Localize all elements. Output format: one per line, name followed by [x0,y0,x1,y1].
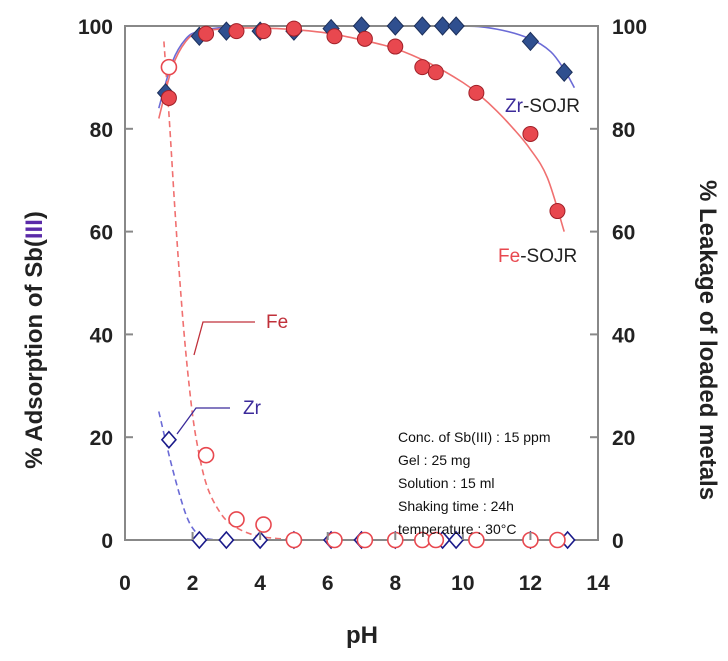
conditions-box: Conc. of Sb(III) : 15 ppm Gel : 25 mg So… [398,429,551,537]
label-suffix: -SOJR [523,96,580,117]
point-fe-sojr [255,23,272,40]
point-fe [326,531,343,549]
point-fe [356,531,374,549]
point-fe-sojr [522,125,539,142]
point-fe [197,446,215,464]
point-fe-sojr [387,38,404,55]
label-zr-sojr: Zr-SOJR [505,96,580,117]
fit-curve-fe-sojr [158,27,565,232]
point-fe-sojr [228,23,245,40]
point-fe-sojr [356,30,373,47]
point-fe-sojr [160,89,177,106]
point-fe [549,531,566,549]
point-zr [448,530,465,550]
y-right-tick-label: 0 [612,530,624,553]
point-zr [218,530,235,550]
x-tick-label: 4 [254,572,266,595]
label-fe: Fe [266,312,288,333]
point-zr-sojr [447,16,465,36]
point-fe [160,58,178,76]
point-fe [285,531,303,549]
point-fe-sojr [468,84,485,101]
point-fe-sojr [326,28,343,45]
x-axis-label: pH [346,622,378,649]
point-fe [427,531,445,549]
y-right-tick-label: 40 [612,324,635,347]
point-zr-sojr [386,16,404,36]
x-tick-label: 12 [519,572,542,595]
y-axis-left-label: % Adsorption of Sb(III) [21,211,48,469]
leader-line-zr [176,407,230,435]
label-prefix: Fe [498,246,520,267]
y-axis-right-label: % Leakage of loaded metals [694,180,721,500]
y-right-tick-label: 80 [612,119,635,142]
point-zr [160,430,177,449]
condition-solution: Solution : 15 ml [398,475,495,491]
data-points [156,16,576,550]
point-fe-sojr [427,64,444,81]
leader-line-fe [193,321,255,356]
label-zr: Zr [243,398,262,419]
point-fe-sojr [198,25,215,42]
point-fe [468,531,485,549]
y-left-tick-label: 80 [90,119,113,142]
y-right-tick-label: 20 [612,427,635,450]
y-left-tick-label: 0 [101,530,113,553]
y-left-label-roman: III [21,219,48,239]
condition-shaking-time: Shaking time : 24h [398,498,514,514]
y-left-label-part3: ) [21,211,48,219]
x-tick-label: 14 [586,572,610,595]
point-fe-sojr [285,20,302,37]
label-suffix: -SOJR [520,246,577,267]
point-zr [191,530,208,550]
point-zr-sojr [433,16,452,36]
x-tick-label: 8 [389,572,401,595]
x-tick-label: 10 [451,572,474,595]
x-tick-label: 6 [322,572,334,595]
y-right-tick-label: 100 [612,16,647,39]
y-left-tick-label: 40 [90,324,113,347]
x-tick-label: 0 [119,572,131,595]
y-left-label-part1: % Adsorption of Sb( [21,239,48,469]
label-fe-sojr: Fe-SOJR [498,246,577,267]
point-fe [255,516,272,533]
condition-temperature: temperature : 30°C [398,521,516,537]
y-left-tick-label: 60 [90,222,113,245]
y-left-tick-label: 100 [78,16,113,39]
point-fe-sojr [414,59,431,76]
point-zr-sojr [413,16,431,36]
condition-gel: Gel : 25 mg [398,452,470,468]
condition-conc: Conc. of Sb(III) : 15 ppm [398,429,551,445]
point-zr-sojr [521,31,540,52]
point-zr-sojr [555,62,573,83]
y-left-tick-label: 20 [90,427,113,450]
label-prefix: Zr [505,96,524,117]
y-right-tick-label: 60 [612,222,635,245]
x-tick-label: 2 [187,572,199,595]
point-fe-sojr [549,203,566,220]
point-fe [228,511,245,528]
fit-curve-zr [158,411,234,541]
fit-curve-fe [163,41,345,541]
